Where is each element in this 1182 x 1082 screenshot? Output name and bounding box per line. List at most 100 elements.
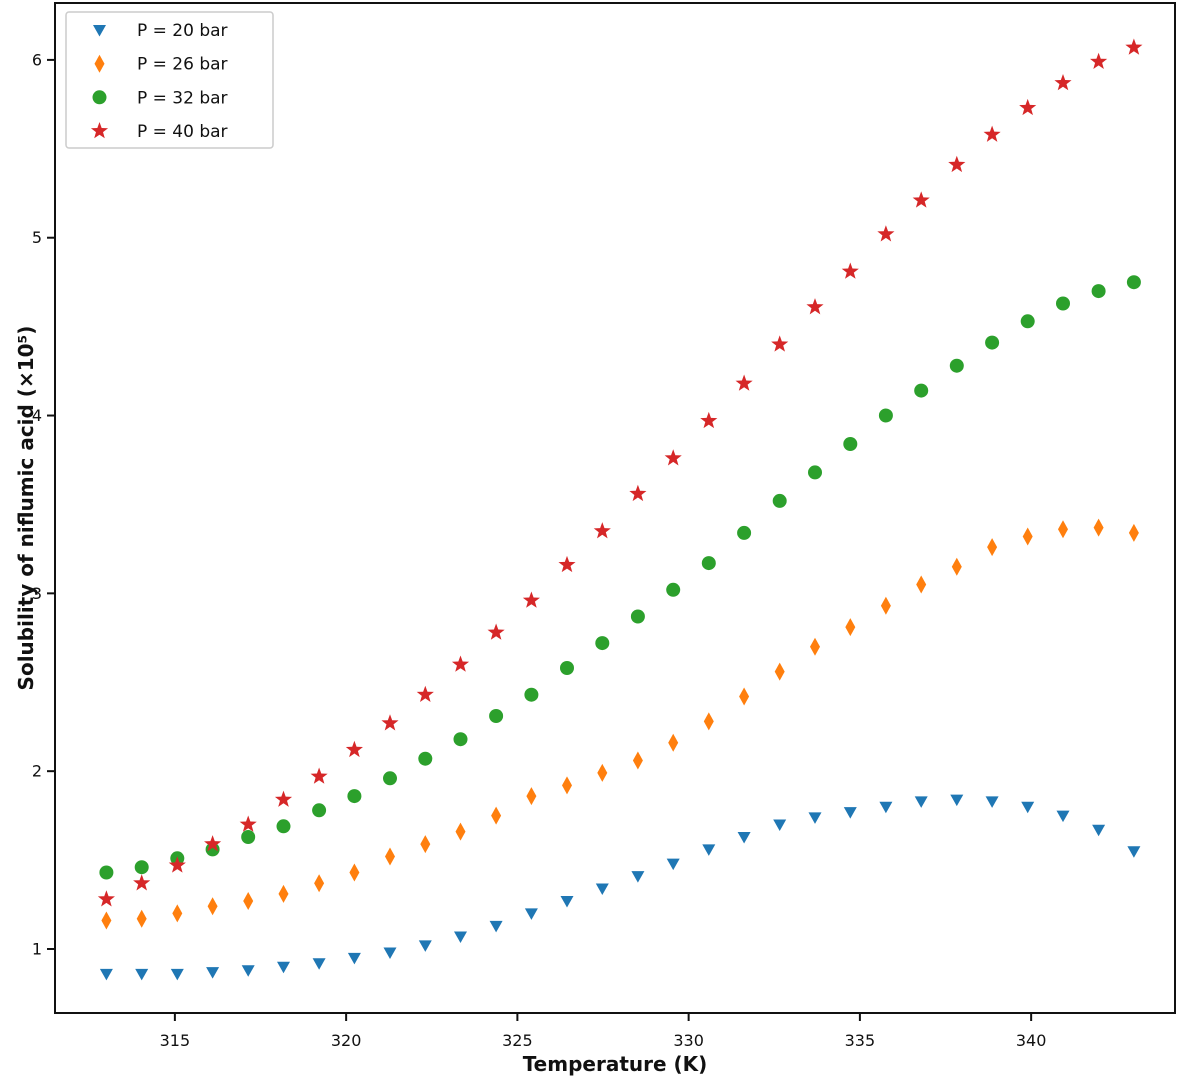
data-point bbox=[278, 884, 289, 903]
data-point bbox=[1021, 801, 1035, 814]
data-point bbox=[172, 904, 183, 923]
legend-item-label: P = 26 bar bbox=[137, 55, 228, 75]
legend: P = 20 bar P = 26 bar P = 32 bar P = 40 bar bbox=[65, 11, 274, 149]
data-point bbox=[1092, 824, 1106, 837]
legend-item: P = 40 bar bbox=[90, 122, 228, 142]
data-point bbox=[593, 522, 611, 539]
data-point bbox=[879, 801, 893, 814]
data-point bbox=[771, 335, 789, 352]
data-point bbox=[383, 771, 397, 786]
legend-item-label: P = 40 bar bbox=[137, 122, 228, 142]
data-point bbox=[1091, 284, 1106, 299]
data-point bbox=[241, 965, 255, 977]
data-point bbox=[314, 874, 325, 893]
data-point bbox=[1056, 296, 1070, 311]
data-point bbox=[668, 733, 679, 752]
data-point bbox=[808, 465, 822, 480]
data-point bbox=[703, 712, 714, 731]
data-point bbox=[312, 803, 327, 818]
data-point bbox=[843, 807, 857, 819]
data-point bbox=[455, 822, 466, 841]
axes-frame bbox=[54, 2, 1176, 1014]
data-point bbox=[207, 897, 218, 916]
legend-item-label: P = 32 bar bbox=[137, 88, 228, 108]
data-point bbox=[420, 835, 431, 854]
y-axis-label: Solubility of niflumic acid (×10⁵) bbox=[14, 326, 38, 691]
data-point bbox=[878, 408, 893, 423]
legend-item: P = 20 bar bbox=[93, 21, 228, 41]
data-point bbox=[1058, 520, 1068, 539]
data-point bbox=[950, 794, 964, 807]
series-p-32-bar bbox=[99, 275, 1141, 880]
data-point bbox=[772, 493, 787, 508]
data-point bbox=[90, 122, 109, 139]
data-point bbox=[845, 618, 856, 637]
data-point bbox=[99, 865, 114, 880]
data-point bbox=[597, 763, 608, 782]
data-point bbox=[632, 751, 643, 770]
data-point bbox=[1128, 523, 1139, 542]
data-point bbox=[94, 54, 105, 73]
data-point bbox=[735, 374, 753, 391]
data-point bbox=[416, 685, 434, 702]
data-point bbox=[276, 819, 291, 834]
data-point bbox=[241, 830, 256, 844]
data-point bbox=[454, 931, 467, 943]
x-axis-label: Temperature (K) bbox=[523, 1052, 708, 1076]
data-point bbox=[983, 125, 1001, 142]
data-point bbox=[666, 858, 680, 871]
data-point bbox=[277, 961, 290, 974]
data-point bbox=[664, 449, 682, 466]
data-point bbox=[843, 437, 858, 451]
data-point bbox=[418, 940, 432, 952]
data-point bbox=[702, 844, 716, 856]
data-point bbox=[453, 732, 468, 747]
data-point bbox=[99, 968, 113, 981]
data-point bbox=[914, 383, 929, 398]
data-point bbox=[1125, 38, 1143, 55]
data-point bbox=[773, 819, 787, 831]
legend-item: P = 32 bar bbox=[92, 88, 228, 108]
data-point bbox=[168, 856, 186, 873]
data-point bbox=[489, 920, 503, 933]
data-point bbox=[808, 812, 822, 824]
data-point bbox=[631, 871, 645, 883]
data-point bbox=[810, 637, 820, 656]
data-point bbox=[774, 662, 785, 681]
data-point bbox=[700, 411, 718, 429]
data-point bbox=[951, 557, 962, 576]
y-tick-label: 5 bbox=[32, 228, 42, 247]
data-point bbox=[630, 609, 645, 624]
data-point bbox=[133, 874, 151, 891]
data-point bbox=[310, 767, 328, 784]
y-tick-label: 2 bbox=[32, 762, 42, 781]
data-point bbox=[737, 832, 751, 844]
x-tick-label: 335 bbox=[845, 1031, 876, 1050]
data-point bbox=[629, 484, 647, 502]
series-p-26-bar bbox=[101, 518, 1139, 930]
data-point bbox=[491, 806, 502, 825]
data-point bbox=[701, 556, 716, 571]
data-point bbox=[666, 582, 681, 597]
y-tick-label: 3 bbox=[32, 584, 42, 603]
data-point bbox=[806, 298, 824, 315]
data-point bbox=[1020, 314, 1035, 329]
data-point bbox=[522, 591, 540, 608]
x-tick-label: 325 bbox=[502, 1031, 533, 1050]
data-point bbox=[1054, 74, 1072, 91]
data-point bbox=[97, 890, 115, 907]
y-tick-label: 6 bbox=[32, 50, 42, 69]
data-point bbox=[239, 815, 257, 832]
legend-item: P = 26 bar bbox=[94, 54, 228, 75]
y-tick-label: 4 bbox=[32, 406, 42, 425]
x-tick-label: 330 bbox=[673, 1031, 704, 1050]
data-point bbox=[524, 687, 539, 702]
data-point bbox=[381, 714, 399, 731]
y-tick-label: 1 bbox=[32, 939, 42, 958]
data-point bbox=[451, 655, 470, 672]
data-point bbox=[418, 751, 433, 766]
legend-box bbox=[65, 11, 274, 149]
data-point bbox=[1022, 527, 1033, 546]
